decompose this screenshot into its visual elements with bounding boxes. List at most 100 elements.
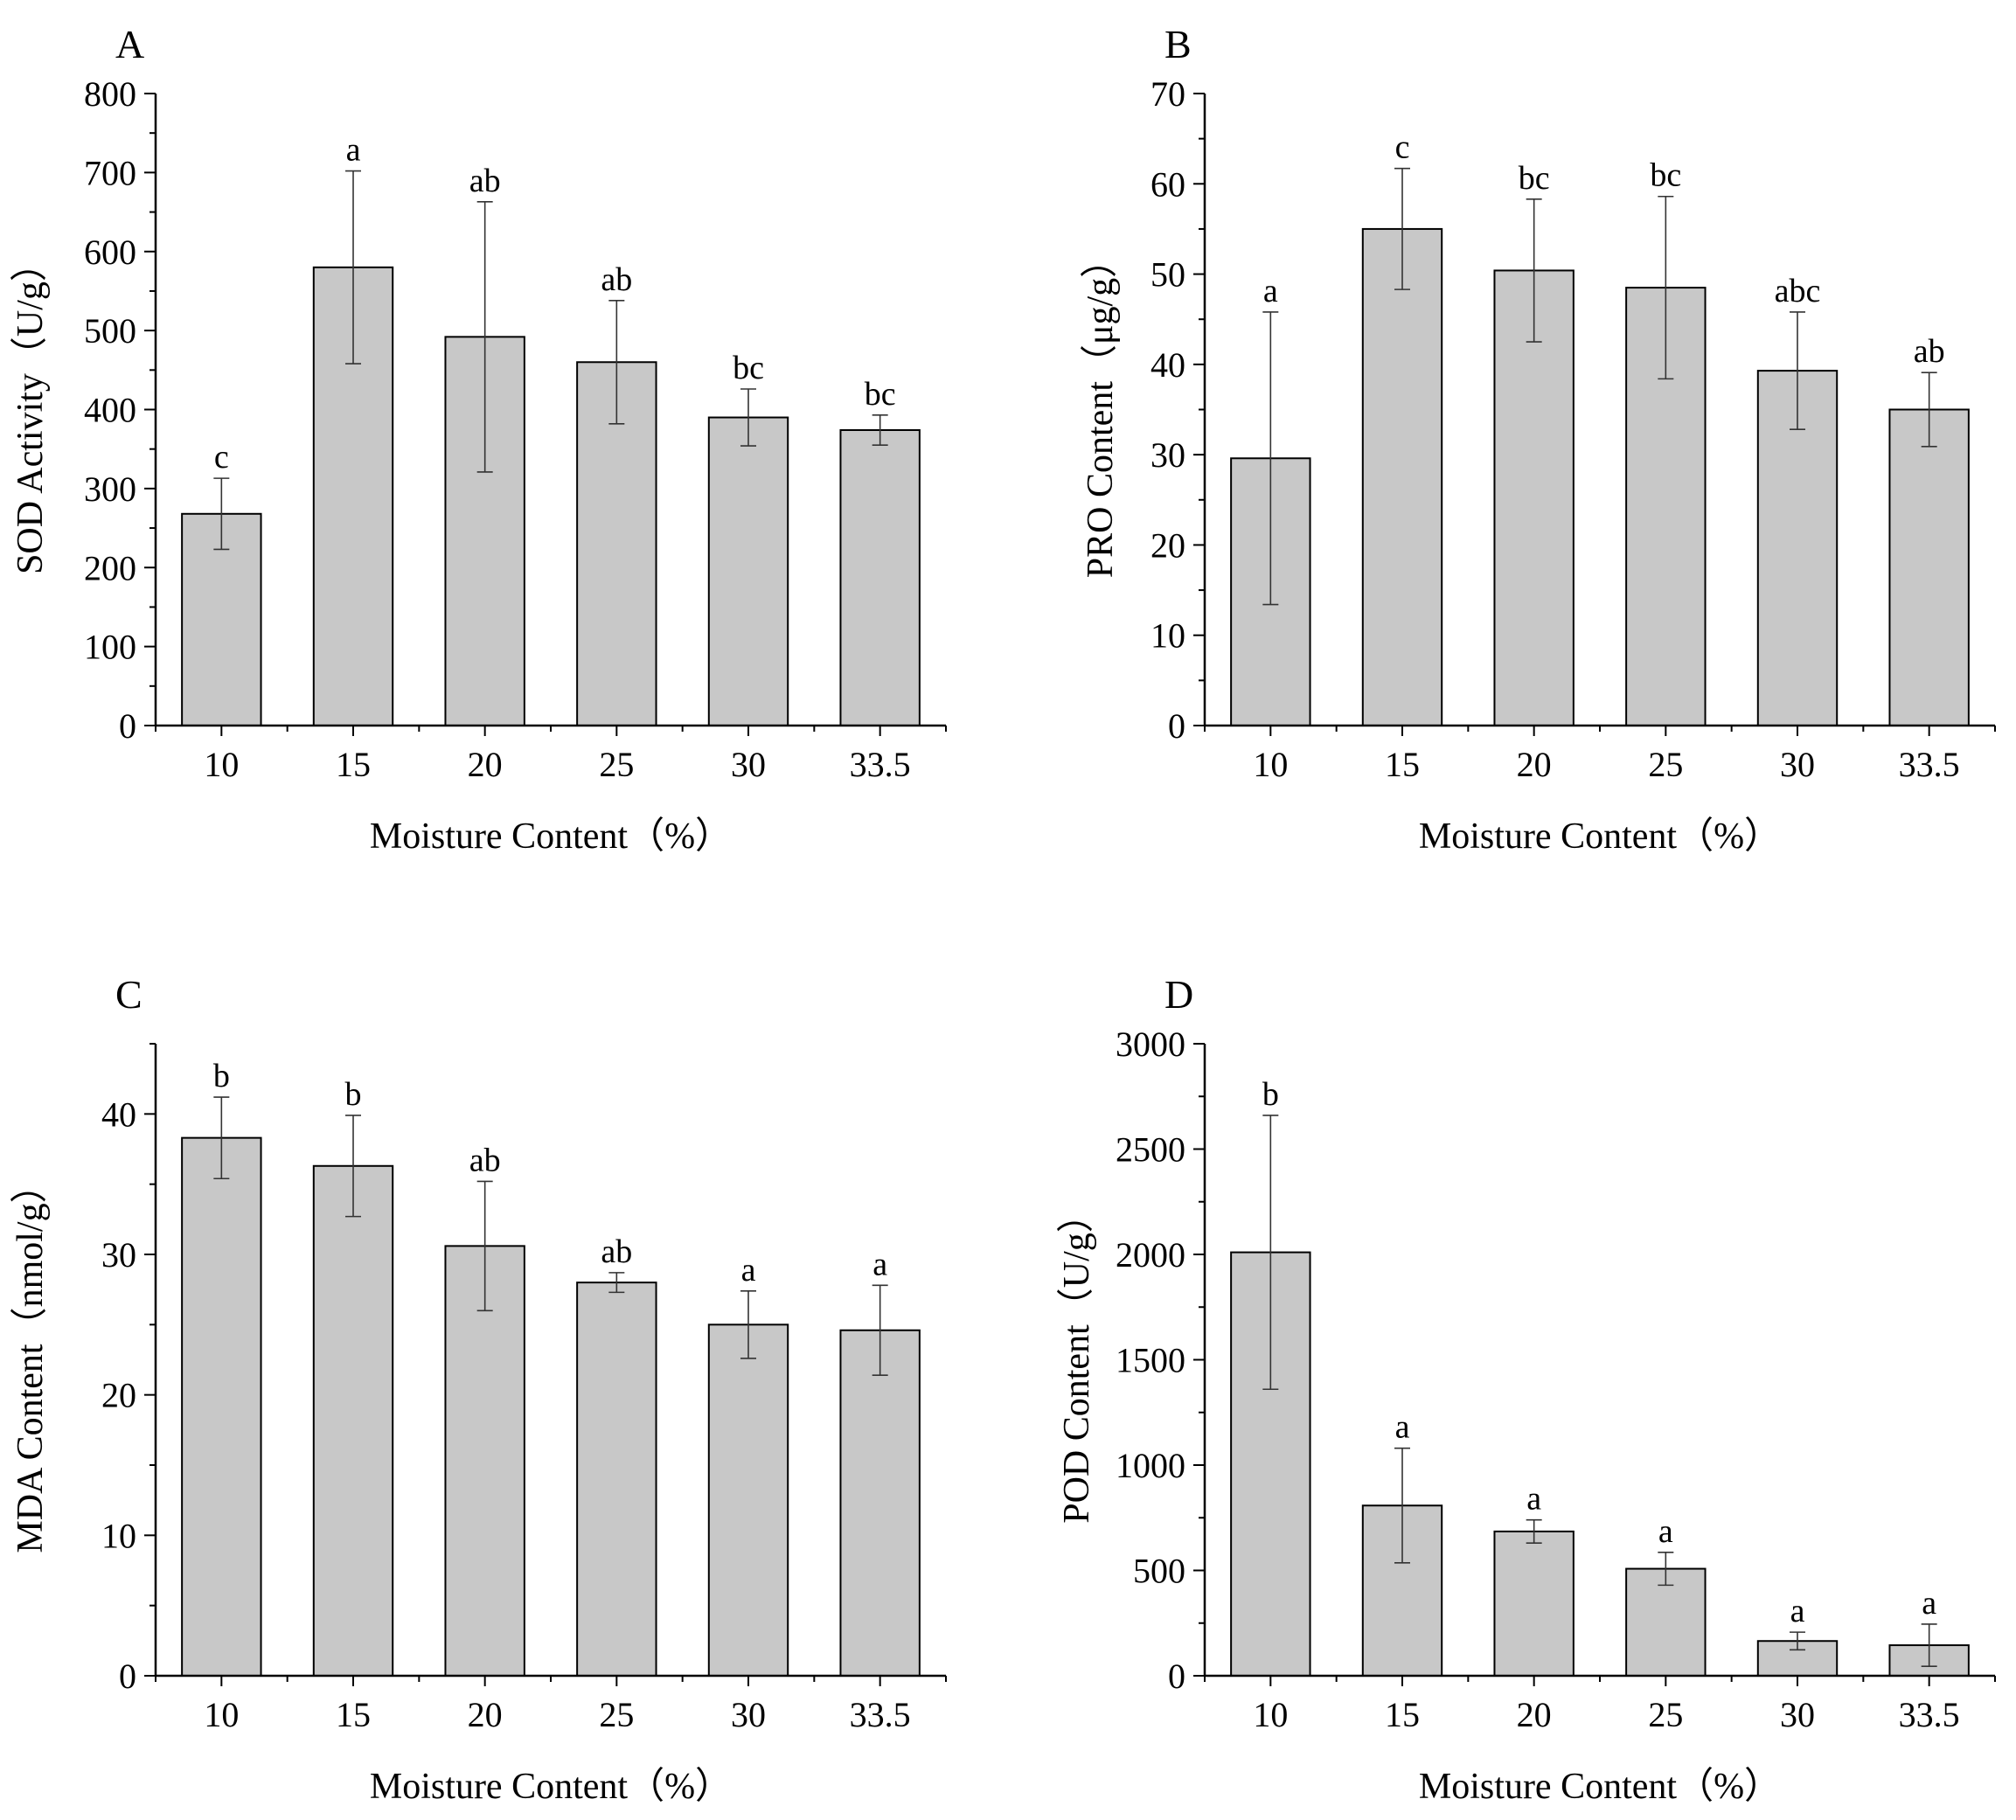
significance-label: ab <box>469 163 501 199</box>
significance-label: bc <box>733 350 764 386</box>
y-tick-label: 20 <box>1151 525 1185 565</box>
error-bar <box>345 170 361 365</box>
x-tick-label: 15 <box>1385 745 1420 784</box>
y-tick-label: 300 <box>84 469 136 509</box>
error-bar <box>1526 1518 1542 1544</box>
significance-label: b <box>213 1058 230 1094</box>
x-tick-label: 25 <box>1648 745 1683 784</box>
y-tick-label: 70 <box>1151 74 1185 114</box>
bar <box>1888 408 1970 726</box>
y-axis-title: POD Content（U/g） <box>1057 1196 1097 1524</box>
x-tick-label: 33.5 <box>850 745 911 784</box>
y-tick-label: 2500 <box>1116 1130 1185 1170</box>
x-tick-label: 15 <box>336 745 371 784</box>
bar <box>707 416 789 726</box>
y-tick-label: 20 <box>101 1376 136 1415</box>
error-bar <box>213 477 230 551</box>
x-tick-label: 20 <box>468 745 503 784</box>
panel-b: Ba 10 c 15 bc 20 bc 25 abc 30 ab 33.5 0 10 20 30 40 50 60 7… <box>1081 22 1996 857</box>
error-bar <box>1790 1631 1805 1651</box>
y-tick-label: 500 <box>1133 1552 1185 1591</box>
x-tick-label: 20 <box>468 1695 503 1734</box>
error-bar <box>740 1289 756 1359</box>
x-tick-label: 33.5 <box>850 1695 911 1734</box>
x-tick-label: 10 <box>204 1695 239 1734</box>
panel-letter: A <box>115 22 144 66</box>
x-axis-title: Moisture Content（%） <box>370 816 732 857</box>
y-tick-label: 50 <box>1151 255 1185 295</box>
y-tick-label: 1000 <box>1116 1446 1185 1485</box>
error-bar <box>872 414 888 446</box>
bar <box>839 1329 921 1677</box>
x-tick-label: 33.5 <box>1899 745 1960 784</box>
x-tick-label: 20 <box>1517 745 1552 784</box>
error-bar <box>740 388 756 447</box>
y-tick-label: 200 <box>84 548 136 587</box>
significance-label: bc <box>1650 157 1681 194</box>
error-bar <box>1262 1115 1279 1391</box>
significance-label: a <box>1263 273 1278 309</box>
y-tick-label: 400 <box>84 391 136 430</box>
y-tick-label: 30 <box>101 1235 136 1275</box>
x-tick-label: 30 <box>1780 745 1815 784</box>
y-tick-label: 800 <box>84 74 136 114</box>
y-axis-title: SOD Activity（U/g） <box>10 245 51 574</box>
significance-label: a <box>1790 1593 1805 1629</box>
error-bar <box>1921 1623 1937 1667</box>
y-tick-label: 10 <box>1151 616 1185 656</box>
significance-label: c <box>1395 129 1410 166</box>
x-tick-label: 30 <box>1780 1695 1815 1734</box>
bar <box>839 428 921 726</box>
error-bar <box>1526 198 1542 343</box>
y-tick-label: 700 <box>84 153 136 192</box>
x-tick-label: 20 <box>1517 1695 1552 1734</box>
x-tick-label: 10 <box>1253 1695 1288 1734</box>
significance-label: bc <box>865 376 896 413</box>
bar <box>576 1282 657 1677</box>
significance-label: b <box>1262 1076 1279 1113</box>
bar <box>181 1136 262 1677</box>
y-axis-title: MDA Content（nmol/g） <box>10 1166 51 1553</box>
bar <box>1361 227 1443 726</box>
x-axis-title: Moisture Content（%） <box>1419 816 1781 857</box>
significance-label: a <box>872 1246 887 1282</box>
y-tick-label: 0 <box>119 706 136 746</box>
panel-c: Cb 10 b 15 ab 20 ab 25 a 30 a 33.5 0 10 20 30 40 Moisture… <box>10 972 947 1807</box>
bar <box>444 1245 525 1677</box>
y-tick-label: 0 <box>1168 1657 1185 1696</box>
significance-label: bc <box>1519 160 1550 197</box>
y-tick-label: 0 <box>119 1657 136 1696</box>
significance-label: ab <box>601 1233 632 1270</box>
x-tick-label: 15 <box>1385 1695 1420 1734</box>
bar <box>1493 1530 1575 1678</box>
x-axis-title: Moisture Content（%） <box>370 1767 732 1807</box>
significance-label: abc <box>1775 273 1821 309</box>
x-tick-label: 10 <box>1253 745 1288 784</box>
significance-label: a <box>1658 1513 1673 1550</box>
y-tick-label: 2000 <box>1116 1235 1185 1275</box>
x-tick-label: 30 <box>731 1695 766 1734</box>
panel-letter: C <box>115 972 143 1017</box>
y-axis-title: PRO Content（μg/g） <box>1081 241 1121 578</box>
x-tick-label: 33.5 <box>1899 1695 1960 1734</box>
significance-label: a <box>346 132 361 169</box>
error-bar <box>1394 1447 1410 1564</box>
bar <box>707 1323 789 1678</box>
bar <box>312 1164 394 1677</box>
panel-letter: D <box>1164 972 1193 1017</box>
error-bar <box>1262 311 1279 606</box>
significance-label: ab <box>469 1142 501 1178</box>
error-bar <box>1658 1551 1674 1587</box>
error-bar <box>1921 372 1937 448</box>
y-tick-label: 1500 <box>1116 1341 1185 1380</box>
error-bar <box>476 201 493 473</box>
error-bar <box>608 299 625 425</box>
error-bar <box>476 1180 493 1312</box>
panel-a: Ac 10 a 15 ab 20 ab 25 bc 30 bc 33.5 0 100 200 300 400 50… <box>10 22 947 857</box>
significance-label: c <box>214 439 229 476</box>
x-tick-label: 10 <box>204 745 239 784</box>
error-bar <box>345 1115 361 1218</box>
significance-label: a <box>1395 1409 1410 1446</box>
significance-label: a <box>1526 1481 1541 1518</box>
